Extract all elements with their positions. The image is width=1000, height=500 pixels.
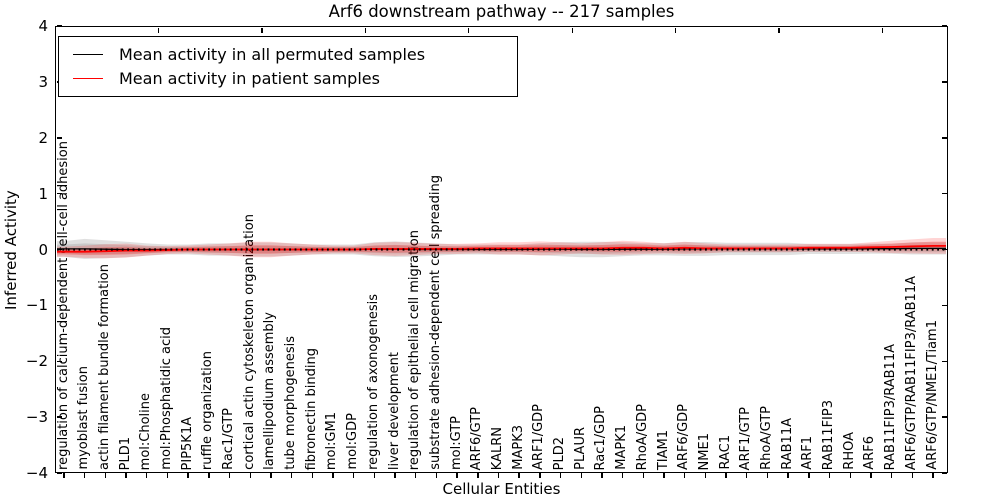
x-tick — [477, 473, 479, 478]
x-tick — [601, 473, 603, 478]
y-tick-label: 3 — [38, 72, 48, 91]
top-tick — [571, 27, 573, 33]
x-tick — [166, 473, 169, 478]
x-tick — [787, 473, 789, 478]
y-tick-label: −1 — [25, 296, 48, 315]
x-tick — [621, 473, 624, 478]
y-tick-label: −4 — [25, 464, 48, 482]
x-tick — [642, 473, 645, 478]
x-tick — [332, 473, 334, 478]
x-tick — [83, 473, 86, 478]
top-tick — [675, 27, 677, 33]
x-tick — [352, 473, 355, 478]
x-tick — [725, 473, 727, 478]
x-tick — [63, 473, 65, 478]
x-tick — [808, 473, 810, 478]
y-tick — [941, 137, 947, 139]
x-tick — [704, 473, 707, 478]
top-tick — [157, 27, 160, 33]
y-tick — [56, 192, 62, 195]
y-tick — [941, 81, 947, 83]
x-tick — [373, 473, 376, 478]
y-tick-label: −2 — [25, 352, 48, 371]
x-tick — [208, 473, 210, 478]
y-tick — [941, 192, 947, 195]
y-tick — [56, 248, 62, 251]
plot-frame — [55, 26, 948, 473]
x-tick — [104, 473, 107, 478]
legend-label-permuted: Mean activity in all permuted samples — [119, 44, 426, 64]
x-tick — [580, 473, 582, 478]
x-tick — [497, 473, 500, 478]
top-tick — [261, 27, 263, 33]
x-tick — [684, 473, 686, 478]
y-tick — [941, 416, 947, 418]
legend-label-patient: Mean activity in patient samples — [119, 69, 380, 89]
x-tick — [228, 473, 231, 478]
y-tick-label: 4 — [38, 17, 48, 35]
y-tick — [941, 304, 947, 307]
x-tick — [187, 473, 189, 478]
chart-title: Arf6 downstream pathway -- 217 samples — [328, 2, 675, 21]
x-tick — [435, 473, 438, 478]
x-tick — [290, 473, 293, 478]
x-tick — [559, 473, 562, 478]
x-tick — [746, 473, 748, 478]
y-tick — [56, 472, 62, 474]
y-tick-label: 2 — [38, 128, 48, 147]
x-tick — [146, 473, 148, 478]
legend-item-permuted: Mean activity in all permuted samples — [73, 45, 517, 64]
x-tick — [663, 473, 665, 478]
x-tick — [249, 473, 251, 478]
x-axis-label: Cellular Entities — [442, 480, 561, 498]
y-tick — [56, 360, 62, 362]
x-tick — [890, 473, 893, 478]
x-tick — [932, 473, 934, 478]
x-tick — [270, 473, 272, 478]
x-tick — [415, 473, 417, 478]
x-tick — [456, 473, 458, 478]
x-tick — [518, 473, 520, 478]
y-tick — [941, 472, 947, 474]
y-tick — [56, 137, 62, 139]
legend: Mean activity in all permuted samples Me… — [58, 36, 518, 97]
top-tick — [468, 27, 470, 33]
x-tick — [870, 473, 872, 478]
y-tick-label: 0 — [38, 240, 48, 259]
y-tick-label: −3 — [25, 408, 48, 427]
y-tick — [941, 25, 947, 27]
x-tick — [311, 473, 313, 478]
x-tick — [828, 473, 831, 478]
y-tick — [941, 248, 947, 251]
legend-line-sample-red — [73, 78, 103, 80]
x-tick — [394, 473, 396, 478]
x-tick — [766, 473, 769, 478]
top-tick — [881, 27, 884, 33]
y-tick — [56, 304, 62, 307]
y-tick — [56, 416, 62, 418]
top-tick — [364, 27, 367, 33]
y-tick-label: 1 — [38, 184, 48, 203]
x-tick — [539, 473, 541, 478]
y-tick — [56, 25, 62, 27]
x-tick — [125, 473, 127, 478]
x-tick — [911, 473, 913, 478]
top-tick — [778, 27, 780, 33]
legend-item-patient: Mean activity in patient samples — [73, 69, 517, 88]
x-tick — [849, 473, 851, 478]
y-tick — [941, 360, 947, 362]
legend-line-sample-black — [73, 53, 103, 55]
